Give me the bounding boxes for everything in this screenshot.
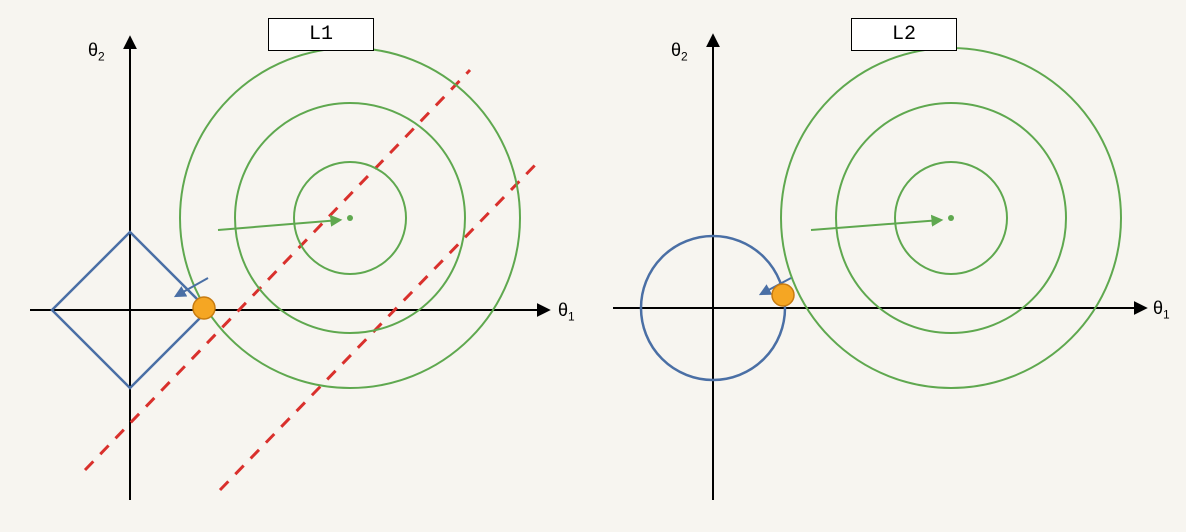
x-axis-label-l2: θ1	[1153, 298, 1170, 322]
contour-center-dot	[948, 215, 954, 221]
y-axis-label-l1: θ2	[88, 40, 105, 64]
diagram-l2	[593, 0, 1186, 532]
panel-l1: L1 θ2 θ1	[0, 0, 593, 532]
diagram-l1	[0, 0, 593, 532]
title-l1: L1	[268, 18, 374, 51]
panel-l2: L2 θ2 θ1	[593, 0, 1186, 532]
y-axis-label-l2: θ2	[671, 40, 688, 64]
contour-center-dot	[347, 215, 353, 221]
x-axis-label-l1: θ1	[558, 300, 575, 324]
intersection-point	[193, 297, 215, 319]
title-l2: L2	[851, 18, 957, 51]
dashed-line-2	[220, 160, 540, 490]
intersection-point	[772, 284, 794, 306]
arrow-to-center	[811, 220, 941, 230]
